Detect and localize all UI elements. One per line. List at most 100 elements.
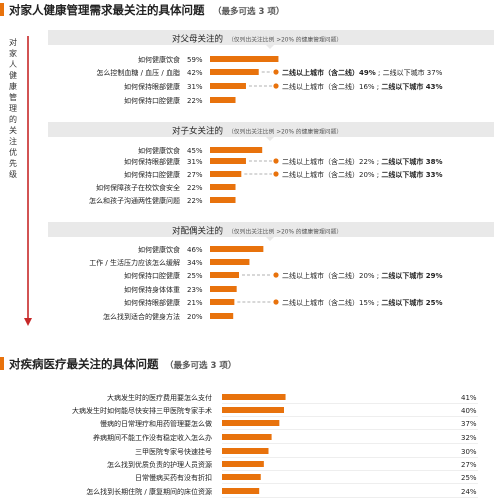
parents-callout-right-value: 43% xyxy=(423,83,442,91)
children-bar xyxy=(210,184,236,190)
children-value-label: 27% xyxy=(187,171,203,179)
section-title-note: （最多可选 3 项） xyxy=(213,6,284,17)
spouse-value-label: 20% xyxy=(187,313,203,321)
spouse-bar xyxy=(210,286,237,292)
disease-category-label: 怎么找到优质负责的护理人员资源 xyxy=(107,460,212,469)
children-value-label: 45% xyxy=(187,147,203,155)
children-callout-right-value: 38% xyxy=(423,158,442,166)
children-callout-text: 二线以上城市（含二线）22% ; 二线以下城市 38% xyxy=(282,157,443,166)
children-callout-text: 二线以上城市（含二线）20% ; 二线以下城市 33% xyxy=(282,170,443,179)
spouse-callout-left-label: 二线以上城市（含二线） xyxy=(282,271,359,280)
parents-callout-separator: ; xyxy=(376,69,383,77)
parents-value-label: 59% xyxy=(187,56,203,64)
children-value-label: 31% xyxy=(187,158,203,166)
children-callout-left-label: 二线以上城市（含二线） xyxy=(282,157,359,166)
priority-arrow-head xyxy=(24,318,32,326)
disease-value-label: 41% xyxy=(461,394,477,402)
disease-bar xyxy=(222,407,284,413)
disease-bar xyxy=(222,474,261,480)
children-category-label: 如何保障孩子在校饮食安全 xyxy=(96,183,180,192)
parents-value-label: 22% xyxy=(187,97,203,105)
disease-bar xyxy=(222,420,280,426)
children-callout-right-value: 33% xyxy=(423,171,442,179)
disease-bar xyxy=(222,488,260,494)
spouse-category-label: 如何保持口腔健康 xyxy=(124,271,180,280)
parents-callout-right-label: 二线以下城市 xyxy=(381,82,423,91)
children-callout-left-value: 20% xyxy=(359,171,375,179)
parents-callout-right-value: 37% xyxy=(425,69,443,77)
children-bar xyxy=(210,147,263,153)
disease-value-label: 40% xyxy=(461,407,477,415)
parents-callout-left-value: 16% xyxy=(359,83,375,91)
children-callout-right-label: 二线以下城市 xyxy=(381,157,423,166)
spouse-value-label: 34% xyxy=(187,259,203,267)
spouse-category-label: 工作 / 生活压力应该怎么缓解 xyxy=(89,258,180,267)
spouse-bar xyxy=(210,246,264,252)
disease-bar xyxy=(222,434,272,440)
disease-category-label: 大病发生时如何能尽快安排三甲医院专家手术 xyxy=(72,406,212,415)
disease-category-label: 养病期间不能工作没有稳定收入怎么办 xyxy=(93,433,212,442)
children-callout-left-value: 22% xyxy=(359,158,375,166)
children-header-notch xyxy=(266,137,274,141)
section-title: 对家人健康管理需求最关注的具体问题 xyxy=(9,3,205,17)
spouse-callout-separator: ; xyxy=(375,272,382,280)
spouse-value-label: 23% xyxy=(187,286,203,294)
spouse-value-label: 25% xyxy=(187,272,203,280)
children-callout-separator: ; xyxy=(375,158,382,166)
parents-panel-subtitle: （仅列出关注比例 >20% 的健康管理问题） xyxy=(228,36,342,44)
spouse-category-label: 如何保持眼部健康 xyxy=(124,298,180,307)
children-callout-dot xyxy=(273,171,279,177)
children-category-label: 如何保持口腔健康 xyxy=(124,170,180,179)
parents-category-label: 如何健康饮食 xyxy=(138,55,180,64)
parents-callout-right-label: 二线以下城市 xyxy=(383,68,425,77)
children-bar xyxy=(210,158,246,164)
spouse-panel-subtitle: （仅列出关注比例 >20% 的健康管理问题） xyxy=(228,228,342,236)
spouse-panel-header-bg xyxy=(48,222,494,237)
parents-panel-title: 对父母关注的 xyxy=(172,34,223,45)
spouse-callout-right-label: 二线以下城市 xyxy=(381,298,423,307)
disease-category-label: 大病发生时的医疗费用要怎么支付 xyxy=(107,393,212,402)
children-callout-dot xyxy=(273,158,279,164)
spouse-bar xyxy=(210,272,239,278)
spouse-value-label: 46% xyxy=(187,246,203,254)
children-bar xyxy=(210,197,236,203)
parents-callout-text: 二线以上城市（含二线）49% ; 二线以下城市 37% xyxy=(282,68,443,77)
spouse-value-label: 21% xyxy=(187,299,203,307)
section-title-marker xyxy=(0,3,4,16)
spouse-callout-left-value: 20% xyxy=(359,272,375,280)
parents-callout-text: 二线以上城市（含二线）16% ; 二线以下城市 43% xyxy=(282,82,443,91)
spouse-callout-right-value: 29% xyxy=(423,272,442,280)
disease-value-label: 27% xyxy=(461,461,477,469)
children-panel-subtitle: （仅列出关注比例 >20% 的健康管理问题） xyxy=(228,128,342,136)
disease-category-label: 怎么找到长期住院 / 康复期间的床位资源 xyxy=(86,487,212,496)
parents-bar xyxy=(210,97,236,103)
spouse-panel-title: 对配偶关注的 xyxy=(172,226,223,237)
chart-marks: 对父母关注的 （仅列出关注比例 >20% 的健康管理问题） 如何健康饮食 59% 怎么控… xyxy=(72,34,478,498)
parents-category-label: 如何保持眼部健康 xyxy=(124,82,180,91)
children-value-label: 22% xyxy=(187,184,203,192)
disease-title-marker xyxy=(0,357,4,370)
children-panel-header-bg xyxy=(48,122,494,137)
disease-section-title: 对疾病医疗最关注的具体问题 xyxy=(9,357,159,371)
disease-category-label: 三甲医院专家号快速挂号 xyxy=(135,447,212,456)
parents-value-label: 42% xyxy=(187,69,203,77)
parents-callout-left-label: 二线以上城市（含二线） xyxy=(282,68,359,77)
children-category-label: 如何健康饮食 xyxy=(138,146,180,155)
parents-value-label: 31% xyxy=(187,83,203,91)
children-callout-separator: ; xyxy=(375,171,382,179)
priority-side-label: 对家人健康管理的关注优先级 xyxy=(9,37,18,181)
spouse-category-label: 怎么找到适合的健身方法 xyxy=(103,312,180,321)
disease-value-label: 32% xyxy=(461,434,477,442)
parents-callout-left-value: 49% xyxy=(359,69,376,77)
children-callout-left-label: 二线以上城市（含二线） xyxy=(282,170,359,179)
children-category-label: 怎么和孩子沟通两性健康问题 xyxy=(89,196,180,205)
disease-bar xyxy=(222,461,264,467)
parents-callout-dot xyxy=(273,83,279,89)
spouse-category-label: 如何健康饮食 xyxy=(138,245,180,254)
spouse-bar xyxy=(210,259,250,265)
parents-callout-left-label: 二线以上城市（含二线） xyxy=(282,82,359,91)
spouse-callout-left-label: 二线以上城市（含二线） xyxy=(282,298,359,307)
spouse-bar xyxy=(210,313,234,319)
